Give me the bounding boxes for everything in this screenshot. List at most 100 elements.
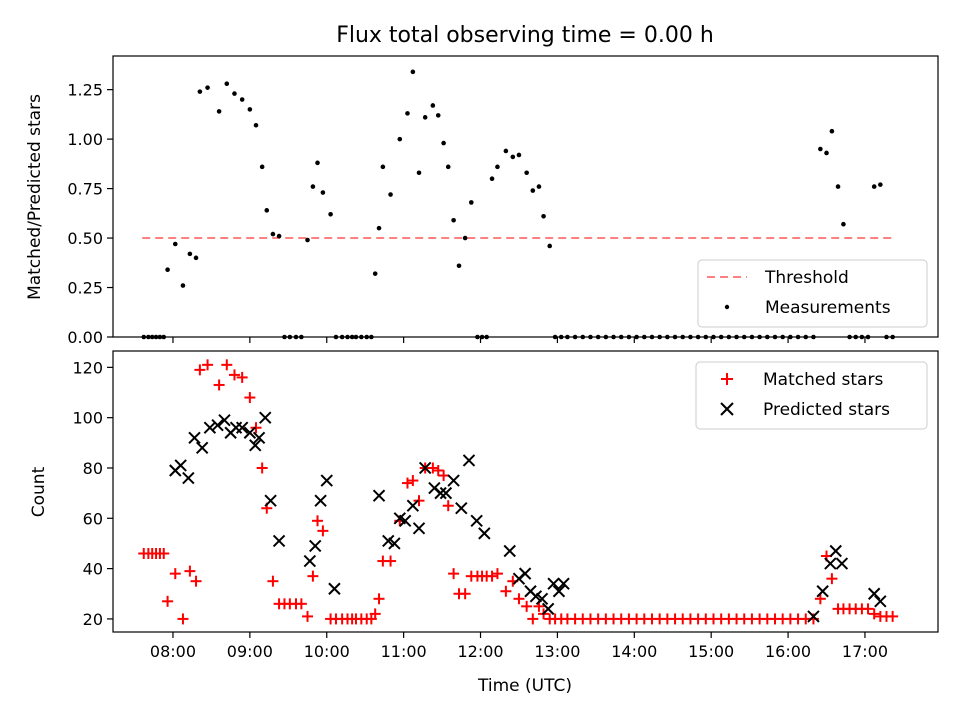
predicted-star-point [535, 592, 549, 606]
measurement-point [165, 267, 170, 273]
measurement-point [441, 140, 446, 146]
matched-star-point [868, 608, 880, 620]
bottom-y-tick-label: 40 [83, 560, 103, 579]
matched-star-point [158, 548, 170, 560]
predicted-star-point [518, 567, 532, 580]
matched-star-point [826, 573, 838, 585]
predicted-star-point [195, 441, 209, 455]
measurement-point [376, 225, 382, 231]
predicted-star-point [829, 544, 842, 558]
measurement-point [197, 89, 203, 94]
top-y-tick-label: 0.75 [67, 180, 103, 199]
top-y-tick-label: 0.50 [67, 229, 103, 248]
predicted-star-point [388, 537, 401, 550]
predicted-star-point [203, 421, 217, 434]
matched-star-point [194, 364, 206, 376]
predicted-star-point [264, 494, 277, 507]
matched-star-point [177, 613, 189, 625]
measurement-point [841, 221, 846, 227]
count-points [138, 359, 899, 625]
measurement-point [510, 154, 516, 160]
predicted-legend-label: Predicted stars [763, 400, 890, 420]
measurement-point [193, 255, 199, 261]
matched-legend-label: Matched stars [763, 370, 883, 390]
predicted-star-point [824, 557, 837, 570]
bottom-y-tick-label: 80 [83, 459, 103, 478]
predicted-star-point [816, 585, 829, 598]
matched-star-point [236, 371, 248, 383]
matched-star-point [448, 568, 460, 580]
predicted-star-point [259, 411, 272, 424]
predicted-star-point [406, 499, 420, 512]
matched-star-point [413, 495, 425, 507]
predicted-star-point [211, 419, 224, 432]
matched-star-point [317, 525, 329, 537]
measurement-point [216, 109, 222, 114]
predicted-star-point [541, 602, 555, 616]
top-y-axis-label: Matched/Predicted stars [25, 94, 45, 300]
matched-star-point [202, 359, 214, 371]
predicted-star-point [252, 431, 266, 444]
measurement-point [270, 231, 276, 237]
x-tick-label: 17:00 [842, 642, 888, 661]
top-y-tick-label: 0.25 [67, 279, 103, 298]
matched-star-point [459, 588, 471, 600]
matched-star-point [521, 600, 533, 612]
predicted-star-point [314, 494, 327, 507]
measurement-point [224, 81, 230, 87]
measurement-point [871, 184, 877, 189]
ratio-plot-panel: 0.00 0.25 0.50 0.75 1.00 1.25 Matched/Predict… [25, 55, 939, 347]
bottom-plot-frame [112, 350, 939, 633]
measurement-point [397, 136, 403, 142]
measurement-point [435, 113, 441, 118]
x-tick-label: 10:00 [304, 642, 350, 661]
top-x-axis-ticks [172, 337, 866, 343]
measurement-point [180, 283, 186, 288]
matched-star-point [267, 575, 279, 587]
matched-star-point [184, 565, 196, 577]
predicted-star-point [243, 426, 257, 439]
top-y-axis-ticks: 0.00 0.25 0.50 0.75 1.00 1.25 [67, 81, 113, 347]
bottom-legend: Matched stars Predicted stars [695, 361, 928, 430]
predicted-star-point [272, 534, 286, 548]
bottom-y-axis-label: Count [29, 466, 49, 517]
measurement-point [187, 251, 193, 257]
predicted-star-point [447, 474, 460, 487]
measurement-point [416, 170, 422, 176]
matched-star-point [513, 593, 525, 605]
predicted-star-point [434, 486, 447, 500]
measurement-point [547, 243, 553, 249]
measurement-point [451, 217, 456, 223]
x-tick-label: 12:00 [457, 642, 503, 661]
measurement-point [462, 235, 468, 241]
matched-star-point [169, 568, 181, 580]
measurement-point [253, 122, 259, 128]
measurement-point [541, 213, 546, 219]
predicted-star-point [418, 461, 432, 475]
matched-star-point [407, 475, 419, 487]
predicted-star-point [552, 585, 566, 598]
matched-star-point [491, 568, 503, 580]
matched-star-point [527, 613, 539, 625]
measurement-point [388, 192, 393, 197]
matched-star-point [302, 610, 314, 622]
matched-star-point [307, 570, 319, 582]
chart-title: Flux total observing time = 0.00 h [336, 23, 714, 48]
matched-star-point [486, 570, 498, 582]
matched-star-point [250, 422, 262, 434]
matched-star-point [427, 462, 439, 474]
predicted-star-point [835, 557, 849, 570]
measurement-point [372, 271, 378, 276]
measurement-point [878, 182, 883, 187]
predicted-star-point [412, 522, 426, 535]
matched-star-point [369, 608, 381, 620]
x-tick-label: 16:00 [765, 642, 811, 661]
matched-star-point [228, 369, 240, 381]
measurement-point [495, 164, 500, 170]
count-plot-panel: 20 40 60 80 100 120 08:00 09:00 10:00 11:00 12:00… [29, 350, 939, 696]
predicted-star-point [218, 413, 231, 427]
matched-star-point [442, 500, 454, 512]
measurement-point [405, 111, 410, 116]
measurement-point [489, 176, 495, 181]
matched-star-point [385, 555, 397, 567]
